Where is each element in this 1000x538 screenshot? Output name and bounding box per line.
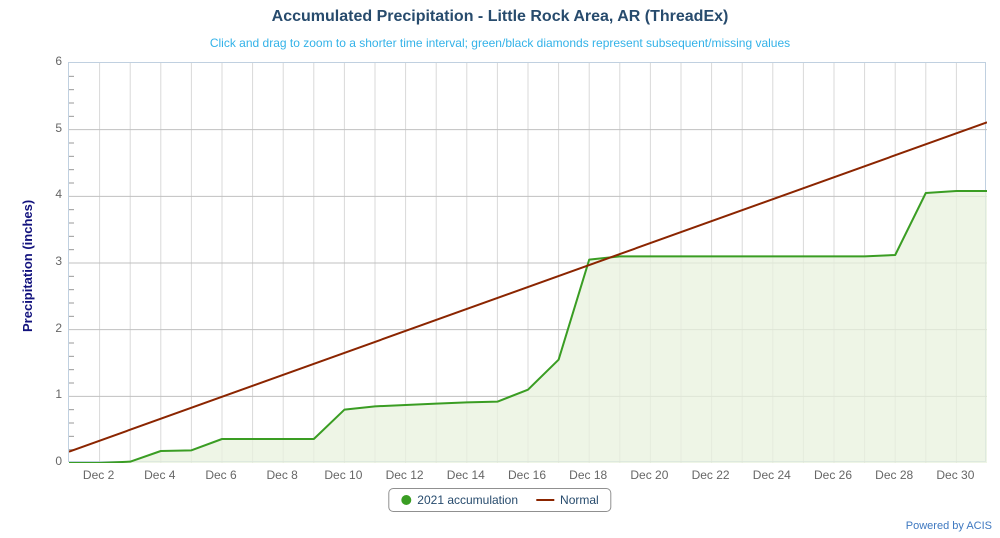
x-tick-label: Dec 8 [260,468,304,482]
y-tick-label: 3 [55,254,62,268]
y-tick-label: 4 [55,187,62,201]
x-tick-label: Dec 20 [627,468,671,482]
circle-icon [401,495,411,505]
x-tick-label: Dec 14 [444,468,488,482]
x-tick-label: Dec 10 [321,468,365,482]
x-tick-label: Dec 18 [566,468,610,482]
x-tick-label: Dec 24 [750,468,794,482]
legend-label: 2021 accumulation [417,493,518,507]
credits-link[interactable]: Powered by ACIS [906,520,992,532]
y-tick-label: 2 [55,321,62,335]
chart-title: Accumulated Precipitation - Little Rock … [0,8,1000,26]
plot-area[interactable] [68,62,986,462]
plot-svg [69,63,987,463]
legend-item-normal[interactable]: Normal [536,493,599,507]
legend-item-accumulation[interactable]: 2021 accumulation [401,493,518,507]
x-tick-label: Dec 22 [689,468,733,482]
x-tick-label: Dec 6 [199,468,243,482]
y-tick-label: 0 [55,454,62,468]
x-tick-label: Dec 30 [933,468,977,482]
x-tick-label: Dec 16 [505,468,549,482]
chart-subtitle: Click and drag to zoom to a shorter time… [0,36,1000,50]
line-icon [536,499,554,501]
x-tick-label: Dec 4 [138,468,182,482]
x-tick-label: Dec 26 [811,468,855,482]
y-tick-label: 6 [55,54,62,68]
chart-container: Accumulated Precipitation - Little Rock … [0,0,1000,538]
x-tick-label: Dec 2 [77,468,121,482]
legend-label: Normal [560,493,599,507]
x-tick-label: Dec 12 [383,468,427,482]
y-tick-label: 5 [55,121,62,135]
y-tick-label: 1 [55,387,62,401]
y-axis-label: Precipitation (inches) [20,200,35,332]
legend: 2021 accumulation Normal [388,488,611,512]
x-tick-label: Dec 28 [872,468,916,482]
